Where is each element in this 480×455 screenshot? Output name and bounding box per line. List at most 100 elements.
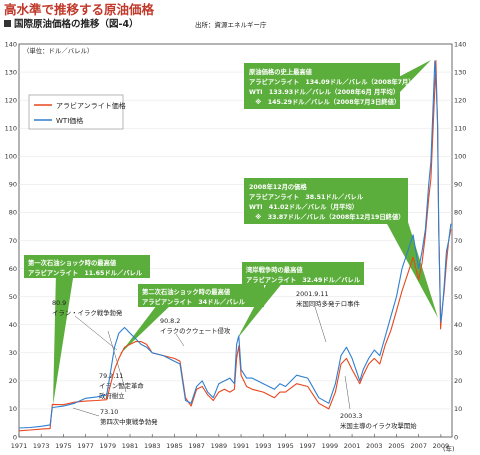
event-1980-9-label: 80.9 bbox=[52, 299, 66, 307]
x-tick-2001: 2001 bbox=[344, 442, 361, 450]
x-tick-1977: 1977 bbox=[77, 442, 94, 450]
y-tick-right-10: 10 bbox=[454, 405, 462, 413]
legend-label-arabian: アラビアンライト価格 bbox=[56, 101, 126, 110]
y-tick-left-140: 140 bbox=[5, 40, 17, 48]
chart-subtitle: 国際原油価格の推移（図-4） bbox=[14, 18, 139, 30]
gulf-war-box: 湾岸戦争時の最高値 アラビアンライト 32.49ドル／バレル bbox=[242, 262, 364, 285]
y-tick-left-60: 60 bbox=[9, 265, 17, 273]
legend-box bbox=[28, 94, 124, 130]
x-tick-1995: 1995 bbox=[277, 442, 294, 450]
y-tick-right-0: 0 bbox=[454, 433, 458, 441]
y-tick-left-0: 0 bbox=[13, 433, 17, 441]
series-line-1 bbox=[18, 60, 452, 429]
x-tick-2005: 2005 bbox=[388, 442, 405, 450]
first-oil-shock-box: 第一次石油ショック時の最高値 アラビアンライト 11.65ドル／バレル bbox=[24, 255, 150, 278]
first-oil-shock-line-2: アラビアンライト 11.65ドル／バレル bbox=[28, 268, 143, 277]
y-tick-left-20: 20 bbox=[9, 377, 17, 385]
gulf-war-line-1: 湾岸戦争時の最高値 bbox=[246, 265, 303, 274]
x-axis-unit: (年) bbox=[443, 444, 455, 453]
event-1973-10-desc: 第四次中東戦争勃発 bbox=[100, 417, 158, 426]
record-high-box: 原油価格の史上最高値 アラビアンライト 134.09ドル／バレル（2008年7月… bbox=[244, 63, 415, 109]
x-tick-1981: 1981 bbox=[122, 442, 139, 450]
chart-title: 高水準で推移する原油価格 bbox=[4, 2, 155, 17]
x-tick-1983: 1983 bbox=[144, 442, 161, 450]
x-tick-1989: 1989 bbox=[211, 442, 228, 450]
x-tick-1991: 1991 bbox=[233, 442, 250, 450]
event-1979-2-11-label: 79.2.11 bbox=[99, 372, 123, 380]
subtitle-marker bbox=[4, 20, 11, 27]
x-tick-1999: 1999 bbox=[322, 442, 339, 450]
event-1979-2-11-desc-1: イラン暫定革命 bbox=[99, 381, 144, 390]
event-1980-9-desc: イラン・イラク戦争勃発 bbox=[52, 308, 123, 317]
x-tick-1971: 1971 bbox=[11, 442, 28, 450]
record-high-line-3: WTI 133.93ドル／バレル（2008年6月 月平均） bbox=[249, 87, 399, 96]
y-tick-left-120: 120 bbox=[5, 96, 17, 104]
y-tick-left-90: 90 bbox=[9, 181, 17, 189]
y-axis-left: 0 10 20 30 40 50 60 70 80 90 100 110 120 130 140 bbox=[5, 40, 17, 441]
dec-2008-line-2: アラビアンライト 38.51ドル／バレル bbox=[249, 192, 364, 201]
callout-pointers bbox=[53, 60, 438, 405]
y-tick-right-30: 30 bbox=[454, 349, 462, 357]
second-oil-shock-box: 第二次石油ショック時の最高値 アラビアンライト 34ドル／バレル bbox=[138, 284, 264, 307]
chart-source: 出所：資源エネルギー庁 bbox=[195, 20, 267, 29]
second-oil-shock-line-1: 第二次石油ショック時の最高値 bbox=[142, 287, 231, 296]
x-tick-1985: 1985 bbox=[166, 442, 183, 450]
dec-2008-line-3: WTI 41.02ドル／バレル（月平均） bbox=[249, 202, 358, 211]
record-high-line-1: 原油価格の史上最高値 bbox=[249, 67, 313, 76]
y-tick-right-20: 20 bbox=[454, 377, 462, 385]
legend-label-wti: WTI価格 bbox=[56, 116, 83, 125]
x-axis: 1971 1973 1975 1977 1979 1981 1983 1985 1987 1989… bbox=[11, 434, 449, 450]
y-tick-right-110: 110 bbox=[454, 125, 466, 133]
dec-2008-line-4: ※ 33.87ドル／バレル（2008年12月19日終値） bbox=[249, 212, 405, 221]
event-1979-2-11-desc-2: 政府樹立 bbox=[99, 391, 125, 400]
y-tick-right-130: 130 bbox=[454, 68, 466, 76]
x-tick-1987: 1987 bbox=[188, 442, 205, 450]
y-tick-left-50: 50 bbox=[9, 293, 17, 301]
y-tick-right-100: 100 bbox=[454, 153, 466, 161]
x-tick-2007: 2007 bbox=[410, 442, 427, 450]
y-tick-left-40: 40 bbox=[9, 321, 17, 329]
event-2003-3-desc: 米国主導のイラク攻撃開始 bbox=[340, 421, 417, 430]
y-tick-right-50: 50 bbox=[454, 293, 462, 301]
event-1973-10-label: 73.10 bbox=[100, 408, 118, 416]
event-1990-8-2-desc: イラクのクウェート侵攻 bbox=[160, 326, 231, 335]
y-tick-left-80: 80 bbox=[9, 209, 17, 217]
event-1990-8-2-label: 90.8.2 bbox=[160, 317, 180, 325]
y-tick-right-90: 90 bbox=[454, 181, 462, 189]
y-axis-unit: （単位：ドル／バレル） bbox=[23, 46, 93, 55]
event-2003-3-label: 2003.3 bbox=[340, 412, 362, 420]
series-layer bbox=[18, 60, 452, 432]
dec-2008-box: 2008年12月の価格 アラビアンライト 38.51ドル／バレル WTI 41.… bbox=[244, 178, 408, 224]
x-tick-1979: 1979 bbox=[100, 442, 117, 450]
x-tick-1975: 1975 bbox=[55, 442, 72, 450]
x-tick-2003: 2003 bbox=[366, 442, 383, 450]
x-tick-2009: 2009 bbox=[433, 442, 450, 450]
y-tick-left-100: 100 bbox=[5, 153, 17, 161]
x-tick-1993: 1993 bbox=[255, 442, 272, 450]
y-axis-right: 0 10 20 30 40 50 60 70 80 90 100 110 120 130 140 bbox=[454, 40, 466, 441]
y-tick-right-60: 60 bbox=[454, 265, 462, 273]
event-2001-9-11-label: 2001.9.11 bbox=[296, 290, 329, 298]
dec-2008-line-1: 2008年12月の価格 bbox=[249, 182, 307, 191]
record-high-line-2: アラビアンライト 134.09ドル／バレル（2008年7月） bbox=[249, 77, 415, 86]
x-tick-1997: 1997 bbox=[299, 442, 316, 450]
event-leaders bbox=[72, 306, 351, 417]
y-tick-right-120: 120 bbox=[454, 96, 466, 104]
y-tick-left-70: 70 bbox=[9, 237, 17, 245]
series-line-0 bbox=[18, 60, 452, 432]
y-tick-right-40: 40 bbox=[454, 321, 462, 329]
y-tick-right-70: 70 bbox=[454, 237, 462, 245]
record-high-line-4: ※ 145.29ドル／バレル（2008年7月3日終値） bbox=[249, 97, 400, 106]
second-oil-shock-line-2: アラビアンライト 34ドル／バレル bbox=[142, 297, 246, 306]
x-tick-1973: 1973 bbox=[33, 442, 50, 450]
y-tick-left-30: 30 bbox=[9, 349, 17, 357]
legend: アラビアンライト価格 WTI価格 bbox=[28, 94, 126, 130]
y-tick-left-110: 110 bbox=[5, 125, 17, 133]
gulf-war-line-2: アラビアンライト 32.49ドル／バレル bbox=[246, 275, 361, 284]
y-tick-right-80: 80 bbox=[454, 209, 462, 217]
y-tick-right-140: 140 bbox=[454, 40, 466, 48]
event-2001-9-11-desc: 米国同時多発テロ事件 bbox=[296, 299, 361, 308]
first-oil-shock-line-1: 第一次石油ショック時の最高値 bbox=[28, 258, 117, 267]
y-tick-left-10: 10 bbox=[9, 405, 17, 413]
